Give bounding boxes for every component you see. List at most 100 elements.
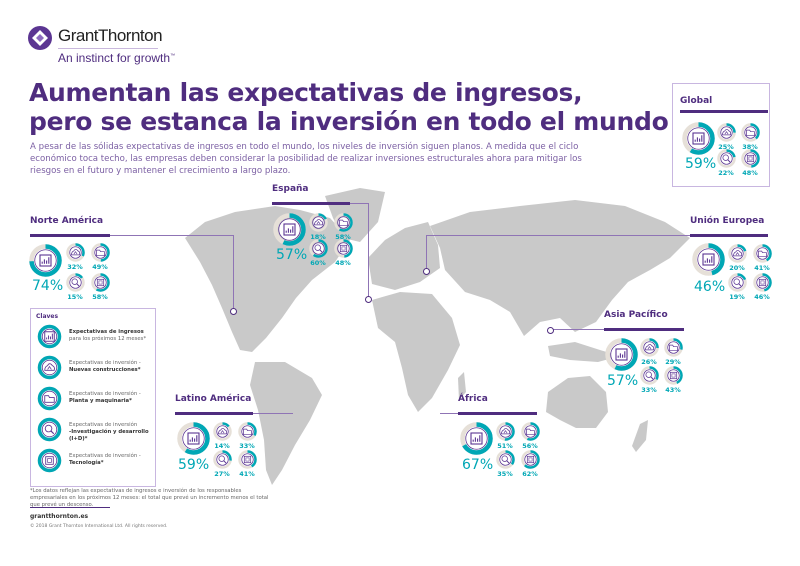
revenue-ring: [28, 243, 62, 277]
construction-icon: [732, 249, 742, 256]
key-line-2: -Investigación y desarrollo (I+D)*: [69, 429, 149, 442]
map-north-america: [185, 206, 350, 352]
key-line-2: Planta y maquinaria*: [69, 398, 132, 404]
construction-percent: 14%: [214, 442, 230, 450]
revenue-ring-fill: [691, 242, 725, 276]
revenue-ring: [604, 337, 638, 371]
revenue-ring: [176, 421, 210, 455]
key-ring-fill: [37, 448, 61, 472]
region-title: España: [272, 184, 309, 194]
rd-percent: 22%: [718, 169, 734, 177]
technology-icon: [758, 278, 766, 286]
research-icon: [71, 278, 79, 286]
rd-percent: 15%: [67, 293, 83, 301]
revenue-ring: [681, 121, 715, 155]
grant-thornton-logo-icon: [28, 26, 52, 50]
key-ring-fill: [37, 324, 61, 348]
region-title: Global: [680, 96, 713, 106]
plant-ring: [520, 421, 540, 441]
map-south-america: [250, 362, 322, 485]
plant-percent: 33%: [239, 442, 255, 450]
key-ring: [37, 324, 61, 348]
map-new-zealand: [632, 420, 648, 452]
construction-ring-fill: [212, 421, 232, 441]
rd-ring: [65, 272, 85, 292]
connector-north-america-drop: [233, 235, 234, 310]
tech-ring-fill: [740, 148, 760, 168]
revenue-percent: 59%: [178, 457, 210, 473]
plant-ring: [740, 122, 760, 142]
connector-spain: [350, 203, 368, 204]
key-ring: [37, 417, 61, 441]
rd-ring-fill: [727, 272, 747, 292]
intro-paragraph: A pesar de las sólidas expectativas de i…: [30, 142, 582, 176]
research-icon: [314, 244, 322, 252]
revenue-chart-icon: [691, 131, 705, 145]
revenue-chart-icon: [186, 431, 200, 445]
tech-percent: 62%: [522, 470, 538, 478]
region-title: África: [458, 394, 488, 404]
key-line-2: para los próximos 12 meses*: [69, 336, 147, 342]
revenue-chart-icon: [38, 253, 52, 267]
region-title-bar: [690, 234, 768, 237]
revenue-chart-icon: [282, 222, 296, 236]
rd-percent: 19%: [729, 293, 745, 301]
revenue-chart-icon: [43, 330, 55, 342]
construction-ring-fill: [639, 337, 659, 357]
logo-divider: [58, 48, 158, 49]
marker-north-america: [230, 308, 237, 315]
plant-ring-fill: [740, 122, 760, 142]
revenue-percent: 74%: [32, 278, 64, 294]
map-madagascar: [458, 372, 466, 400]
global-panel: [672, 83, 770, 187]
plant-percent: 56%: [522, 442, 538, 450]
tech-ring-fill: [237, 449, 257, 469]
tech-ring: [90, 272, 110, 292]
construction-ring-fill: [716, 122, 736, 142]
plant-ring: [90, 242, 110, 262]
region-title: Latino América: [175, 394, 252, 404]
map-indonesia: [548, 342, 620, 362]
key-ring: [37, 355, 61, 379]
construction-percent: 32%: [67, 263, 83, 271]
region-title-bar: [272, 202, 350, 205]
plant-ring: [237, 421, 257, 441]
region-title-bar: [30, 234, 110, 237]
revenue-percent: 57%: [276, 247, 308, 263]
connector-africa: [440, 413, 458, 414]
construction-ring: [727, 243, 747, 263]
technology-icon: [669, 371, 677, 379]
plant-machinery-icon: [95, 249, 105, 256]
revenue-percent: 46%: [694, 279, 726, 295]
key-ring-fill: [37, 417, 61, 441]
plant-machinery-icon: [338, 219, 348, 226]
construction-ring-fill: [308, 212, 328, 232]
construction-ring: [212, 421, 232, 441]
technology-icon: [339, 244, 347, 252]
construction-icon: [500, 427, 510, 434]
marker-asia-pacific: [547, 327, 554, 334]
plant-machinery-icon: [242, 428, 252, 435]
region-title-bar: [458, 412, 537, 415]
rd-ring: [639, 365, 659, 385]
construction-ring: [639, 337, 659, 357]
research-icon: [501, 455, 509, 463]
key-line-2: Nuevas construcciones*: [69, 367, 141, 373]
plant-ring-fill: [520, 421, 540, 441]
revenue-chart-icon: [701, 252, 715, 266]
technology-icon: [746, 154, 754, 162]
connector-eu: [426, 235, 690, 236]
rd-ring: [716, 148, 736, 168]
construction-ring-fill: [495, 421, 515, 441]
key-ring: [37, 386, 61, 410]
construction-ring: [495, 421, 515, 441]
construction-icon: [70, 248, 80, 255]
revenue-ring-fill: [604, 337, 638, 371]
map-europe: [368, 222, 440, 290]
website-link[interactable]: grantthornton.es: [30, 513, 89, 520]
construction-ring-fill: [727, 243, 747, 263]
plant-machinery-icon: [757, 250, 767, 257]
key-item-label: Expectativas de inversión - Nuevas constr…: [69, 360, 157, 374]
technology-icon: [44, 455, 54, 465]
revenue-ring-fill: [28, 243, 62, 277]
